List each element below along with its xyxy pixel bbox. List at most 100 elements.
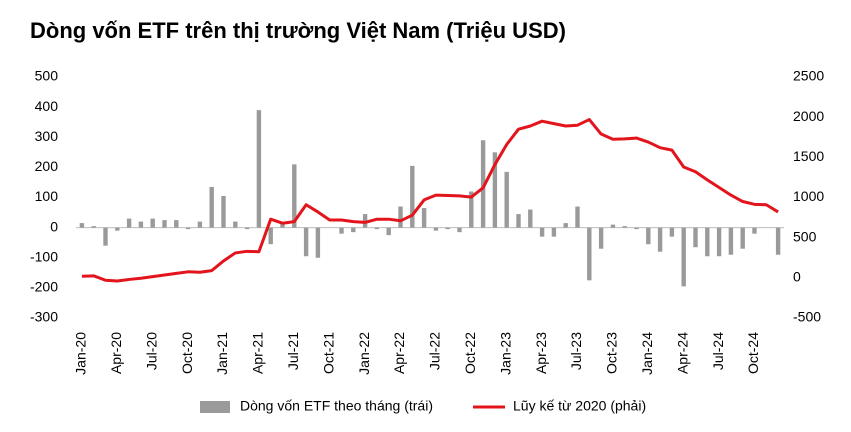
x-tick-label: Apr-23 [533,332,549,374]
bar [657,227,663,252]
bar [421,208,427,228]
line [81,118,779,283]
bar [480,140,486,228]
bar [469,191,474,228]
bar [551,227,557,237]
bar [410,165,415,228]
y-tick-label: 200 [35,158,59,174]
x-tick-label: Oct-24 [745,332,761,374]
legend-label: Dòng vốn ETF theo tháng (trái) [240,398,433,414]
x-tick-label: Jan-21 [214,332,230,375]
x-tick-label: Jan-22 [356,332,372,375]
bar [162,220,167,228]
bar [280,223,285,228]
y2-tick-label: 1000 [793,188,824,204]
y-tick-label: 400 [35,98,59,114]
bar [646,227,651,245]
bar [244,227,250,230]
bar [303,227,309,257]
x-tick-label: Jul-21 [285,332,301,370]
y2-tick-label: -500 [793,309,821,325]
bar [292,164,297,228]
bar [669,227,675,237]
bar [398,206,403,228]
bar [268,227,273,245]
y-tick-label: -300 [30,309,58,325]
y-tick-label: 100 [35,188,59,204]
x-tick-label: Apr-24 [674,332,690,374]
bar [681,227,686,287]
bar [362,214,368,228]
x-tick-label: Jan-23 [497,332,513,375]
bar [752,227,757,234]
bar [433,227,439,231]
x-tick-label: Apr-21 [250,332,266,374]
bar [150,218,155,228]
bar [339,227,344,234]
bar [315,227,321,258]
x-tick-label: Jul-24 [710,332,726,370]
x-tick-label: Apr-22 [391,332,407,374]
bar [610,224,616,228]
bar [504,171,509,228]
x-tick-label: Oct-22 [462,332,478,374]
bar [457,227,462,233]
bar [516,214,521,228]
bar [256,110,262,228]
y2-tick-label: 1500 [793,148,824,164]
bar [386,227,391,236]
bar [622,226,627,228]
y-tick-label: -200 [30,279,58,295]
y-tick-label: 0 [50,218,58,234]
bar [575,206,580,228]
legend-swatch [200,401,230,413]
bar [740,227,745,249]
x-tick-label: Jul-23 [568,332,584,370]
bar [528,209,533,228]
x-tick-label: Apr-20 [108,332,124,374]
bar [563,223,568,228]
bar [587,227,592,281]
bar [716,227,722,257]
bar [115,227,120,231]
bar [126,218,132,228]
y2-tick-label: 500 [793,228,817,244]
bar [598,227,604,249]
bar [233,221,238,228]
bar [492,152,498,228]
y2-tick-label: 2500 [793,68,824,84]
bar [775,227,781,255]
y-tick-label: -100 [30,248,58,264]
x-tick-label: Oct-21 [320,332,336,374]
bar [634,227,639,230]
bar [103,227,108,246]
bar [221,195,226,228]
bar [209,186,214,228]
bar [351,227,356,233]
bar [374,227,380,230]
x-tick-label: Oct-20 [179,332,195,374]
bar [445,227,450,230]
bar [693,227,698,248]
bar [539,227,545,237]
x-tick-label: Jan-24 [639,332,655,375]
bar [91,226,96,228]
bar [705,227,710,257]
bar [185,227,191,230]
y-tick-label: 300 [35,128,59,144]
y2-tick-label: 0 [793,269,801,285]
y2-tick-label: 2000 [793,108,824,124]
legend-label: Lũy kế từ 2020 (phải) [513,398,646,414]
bar [79,223,85,228]
bar [138,221,144,228]
bar [174,220,179,228]
x-tick-label: Jul-22 [427,332,443,370]
bar [197,221,203,228]
y-tick-label: 500 [35,68,59,84]
chart-title: Dòng vốn ETF trên thị trường Việt Nam (T… [30,18,566,43]
x-tick-label: Oct-23 [604,332,620,374]
x-tick-label: Jul-20 [143,332,159,370]
x-tick-label: Jan-20 [73,332,89,375]
bar [728,227,734,255]
